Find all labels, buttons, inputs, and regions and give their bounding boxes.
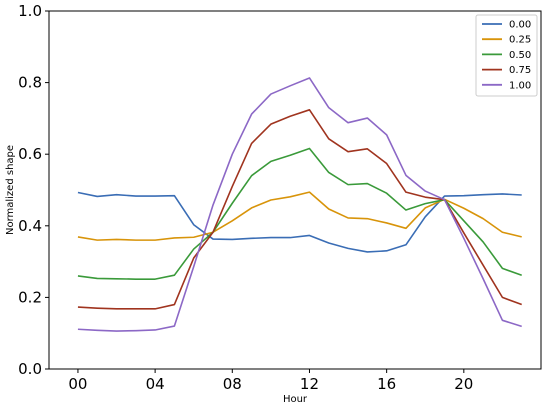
series-line-0-50 [77,147,522,280]
x-tick-label: 04 [146,375,165,393]
legend-label: 0.00 [509,20,531,31]
y-axis-ticks: 0.0 0.2 0.4 0.6 0.8 1.0 [18,2,49,378]
legend: 0.00 0.25 0.50 0.75 1.00 [475,14,538,97]
series-line-1-00 [77,77,522,332]
y-tick-label: 0.6 [18,145,42,163]
legend-label: 0.75 [509,65,531,76]
x-tick-label: 16 [377,375,396,393]
y-axis-label: Normalized shape [5,145,16,235]
y-tick-label: 0.2 [18,288,42,306]
series-line-0-25 [77,191,522,241]
x-axis-ticks: 00 04 08 12 16 20 [68,369,473,393]
x-tick-label: 12 [300,375,319,393]
series-lines [77,77,522,332]
legend-box [475,14,538,97]
series-line-0-00 [77,191,522,253]
legend-label: 0.25 [509,35,531,46]
y-tick-label: 1.0 [18,2,42,20]
legend-label: 1.00 [509,80,531,91]
legend-label: 0.50 [509,50,531,61]
plot-frame [48,10,542,370]
y-tick-label: 0.0 [18,360,42,378]
y-tick-label: 0.4 [18,217,42,235]
x-axis-label: Hour [283,394,308,405]
x-tick-label: 20 [454,375,473,393]
x-tick-label: 08 [223,375,242,393]
y-tick-label: 0.8 [18,74,42,92]
x-tick-label: 00 [68,375,87,393]
